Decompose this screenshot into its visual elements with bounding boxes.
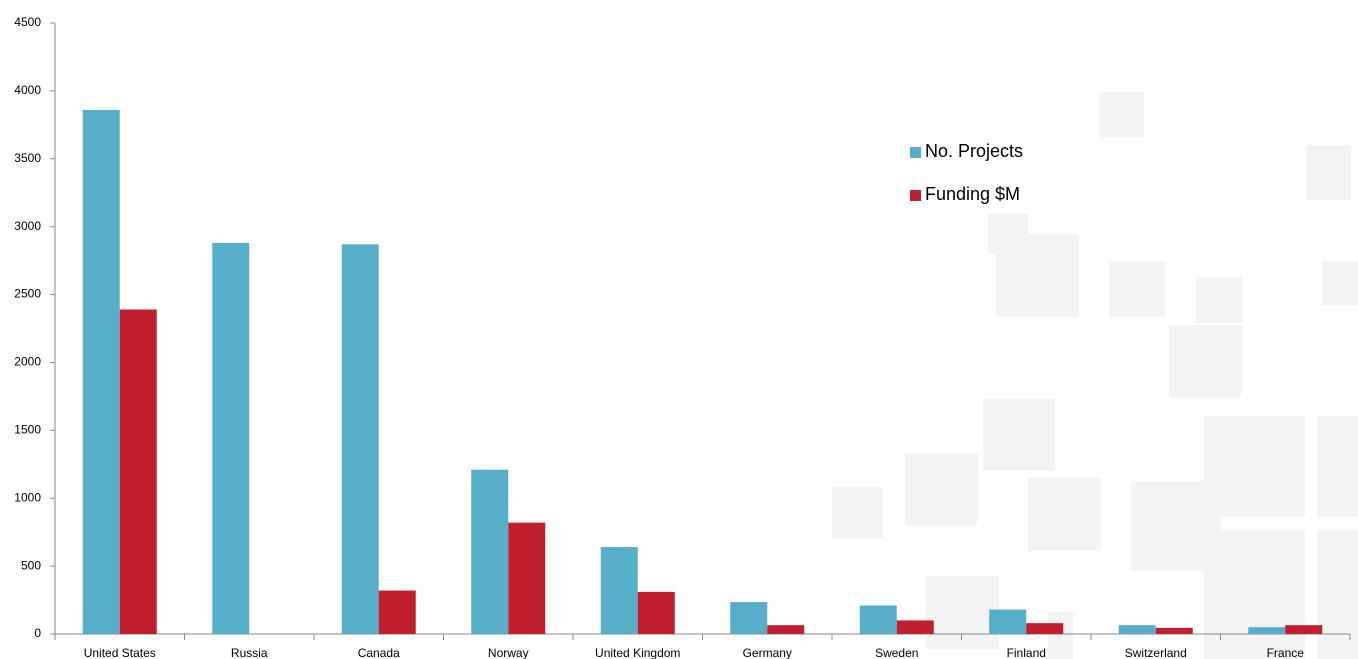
bar	[212, 242, 250, 634]
x-tick-label: Sweden	[875, 646, 918, 659]
bar	[1248, 627, 1286, 634]
bar	[82, 109, 120, 635]
bar	[1118, 625, 1156, 634]
bar	[896, 620, 934, 634]
bar	[378, 590, 416, 634]
bar	[989, 609, 1027, 634]
x-tick-label: Switzerland	[1125, 646, 1187, 659]
bar	[767, 625, 805, 634]
bar	[1026, 623, 1064, 634]
legend-swatch	[910, 147, 921, 158]
bar	[1285, 625, 1323, 634]
y-tick-label: 2500	[14, 287, 41, 301]
legend-swatch	[910, 190, 921, 201]
bar	[600, 547, 638, 634]
x-tick-label: France	[1267, 646, 1305, 659]
y-tick-label: 1000	[14, 490, 41, 504]
x-tick-label: Finland	[1007, 646, 1046, 659]
bar	[471, 469, 509, 634]
legend-label: Funding $M	[925, 184, 1020, 204]
x-tick-label: United States	[84, 646, 156, 659]
y-tick-label: 0	[34, 626, 41, 640]
y-tick-label: 1500	[14, 423, 41, 437]
bar	[508, 522, 546, 634]
bar	[119, 309, 157, 634]
y-tick-label: 2000	[14, 355, 41, 369]
y-tick-label: 500	[21, 558, 41, 572]
bar	[1155, 627, 1193, 634]
x-tick-label: Norway	[488, 646, 529, 659]
bar	[730, 602, 768, 634]
y-tick-label: 4500	[14, 15, 41, 29]
x-tick-label: Canada	[358, 646, 400, 659]
x-tick-label: Germany	[743, 646, 792, 659]
bar	[637, 591, 675, 634]
x-tick-label: Russia	[231, 646, 268, 659]
x-tick-label: United Kingdom	[595, 646, 680, 659]
bar	[341, 244, 379, 634]
y-tick-label: 3500	[14, 151, 41, 165]
background-decoration	[832, 92, 1358, 659]
y-tick-label: 3000	[14, 219, 41, 233]
legend-label: No. Projects	[925, 141, 1023, 161]
bar	[859, 605, 897, 634]
y-tick-label: 4000	[14, 83, 41, 97]
